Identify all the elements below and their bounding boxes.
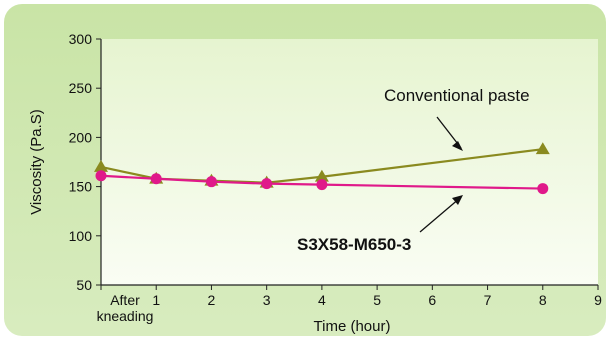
s3x58-data-point: [150, 173, 162, 185]
conventional-paste-label: Conventional paste: [384, 86, 530, 105]
s3x58-data-point: [537, 183, 549, 195]
series-line-s3x58-m650-3: [100, 174, 543, 190]
x-axis-title: Time (hour): [314, 318, 391, 335]
x-tick-label: 5: [373, 292, 381, 308]
conventional-paste-data-point: [94, 159, 108, 172]
s3x58-arrow: [419, 197, 461, 233]
s3x58-data-point: [205, 176, 217, 188]
x-tick-label: 1: [152, 292, 160, 308]
conventional-paste-data-point: [314, 169, 329, 182]
x-tick-label-after-kneading: kneading: [97, 308, 154, 324]
x-tick-label: 3: [263, 292, 271, 308]
x-tick-label: 4: [318, 292, 326, 308]
s3x58-arrowhead: [452, 195, 463, 205]
y-tick-label: 250: [69, 80, 93, 96]
series-layer: [94, 142, 550, 195]
x-tick-label-after-kneading: After: [110, 292, 140, 308]
y-tick-label: 150: [69, 179, 93, 195]
y-tick-label: 50: [76, 277, 92, 293]
s3x58-label: S3X58-M650-3: [297, 235, 411, 254]
y-tick-label: 200: [69, 129, 93, 145]
x-tick-label: 8: [539, 292, 547, 308]
y-tick-label: 300: [69, 31, 93, 47]
conventional-paste-arrowhead: [452, 141, 463, 151]
conventional-paste-data-point: [535, 142, 550, 155]
y-axis-title: Viscosity (Pa.S): [28, 109, 45, 215]
x-tick-label: 9: [594, 292, 602, 308]
s3x58-data-point: [316, 179, 328, 191]
x-tick-label: 6: [428, 292, 436, 308]
s3x58-data-point: [261, 178, 273, 190]
x-tick-label: 7: [484, 292, 492, 308]
plot-area: [101, 39, 598, 285]
y-tick-label: 100: [69, 228, 93, 244]
s3x58-data-point: [95, 170, 107, 182]
x-tick-label: 2: [208, 292, 216, 308]
